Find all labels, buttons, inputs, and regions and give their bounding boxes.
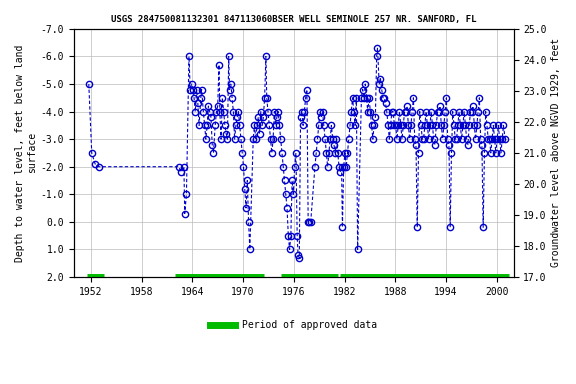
- Y-axis label: Depth to water level, feet below land
surface: Depth to water level, feet below land su…: [15, 44, 37, 262]
- Y-axis label: Groundwater level above NGVD 1929, feet: Groundwater level above NGVD 1929, feet: [551, 38, 561, 268]
- Legend: Period of approved data: Period of approved data: [206, 316, 381, 334]
- Title: USGS 284750081132301 847113060BSER WELL SEMINOLE 257 NR. SANFORD, FL: USGS 284750081132301 847113060BSER WELL …: [111, 15, 476, 24]
